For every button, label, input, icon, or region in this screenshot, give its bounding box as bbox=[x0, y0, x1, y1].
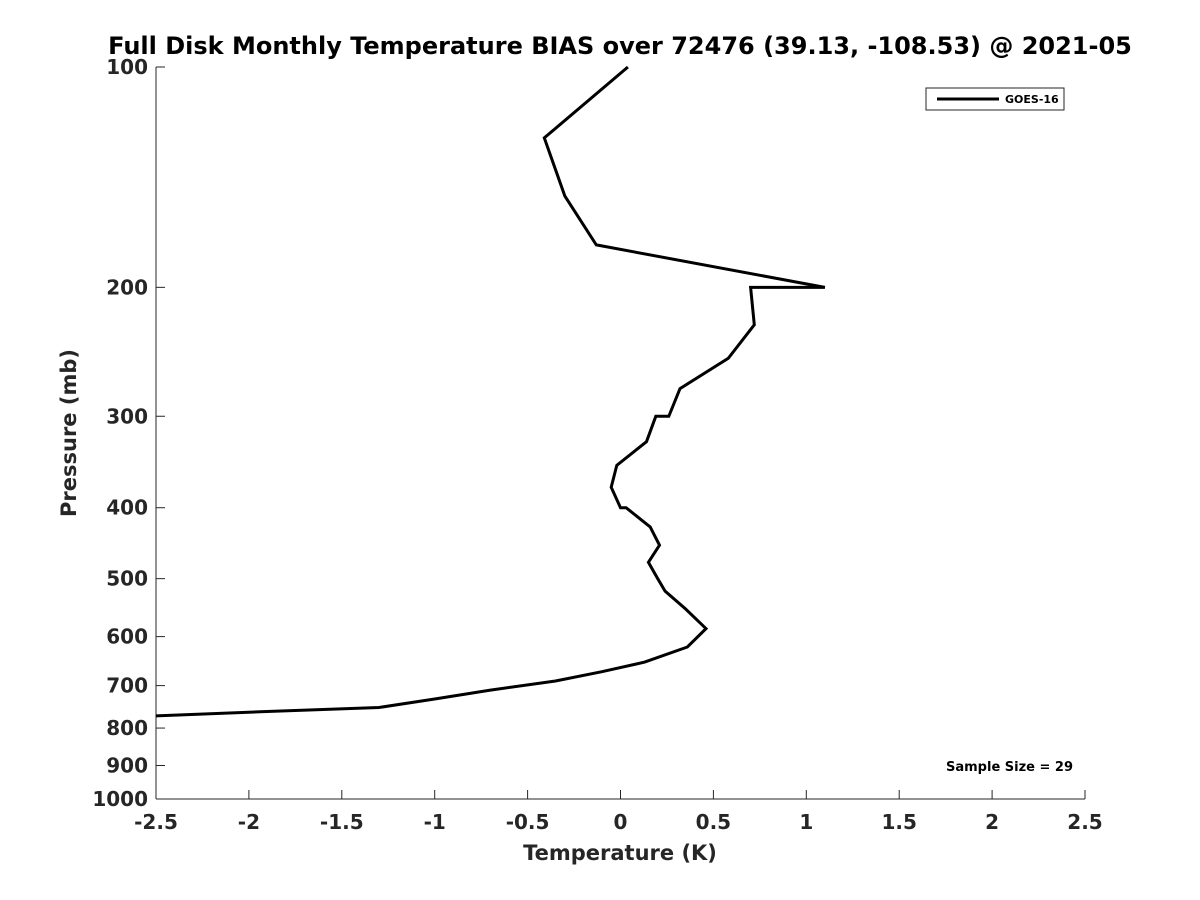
x-tick-label: 1 bbox=[799, 810, 813, 834]
y-axis-label: Pressure (mb) bbox=[57, 349, 81, 517]
x-tick-label: 0.5 bbox=[696, 810, 731, 834]
y-tick-label: 900 bbox=[106, 754, 148, 778]
x-tick-label: -0.5 bbox=[506, 810, 550, 834]
y-tick-label: 300 bbox=[106, 404, 148, 428]
x-tick-label: -1 bbox=[424, 810, 446, 834]
series-line-goes-16 bbox=[155, 65, 826, 718]
y-tick-label: 800 bbox=[106, 716, 148, 740]
sample-size-annotation: Sample Size = 29 bbox=[946, 760, 1073, 775]
series-layer bbox=[155, 65, 826, 718]
y-tick-label: 700 bbox=[106, 674, 148, 698]
y-tick-label: 600 bbox=[106, 625, 148, 649]
x-ticks: -2.5 -2 -1.5 -1 -0.5 0 0.5 1 1.5 2 2.5 bbox=[134, 790, 1103, 834]
y-tick-label: 1000 bbox=[92, 787, 148, 811]
x-tick-label: -2 bbox=[238, 810, 260, 834]
y-tick-label: 400 bbox=[106, 496, 148, 520]
y-tick-label: 200 bbox=[106, 275, 148, 299]
y-ticks: 100 200 300 400 500 600 700 800 900 1000 bbox=[92, 55, 165, 811]
x-tick-label: 1.5 bbox=[881, 810, 916, 834]
x-axis-label: Temperature (K) bbox=[523, 841, 717, 865]
y-tick-label: 100 bbox=[106, 55, 148, 79]
legend: GOES-16 bbox=[925, 87, 1065, 111]
legend-label: GOES-16 bbox=[1005, 93, 1059, 106]
chart-title: Full Disk Monthly Temperature BIAS over … bbox=[108, 32, 1132, 60]
x-tick-label: 2.5 bbox=[1067, 810, 1102, 834]
x-tick-label: -1.5 bbox=[320, 810, 364, 834]
x-tick-label: 2 bbox=[985, 810, 999, 834]
x-tick-label: 0 bbox=[614, 810, 628, 834]
x-tick-label: -2.5 bbox=[134, 810, 178, 834]
y-tick-label: 500 bbox=[106, 567, 148, 591]
